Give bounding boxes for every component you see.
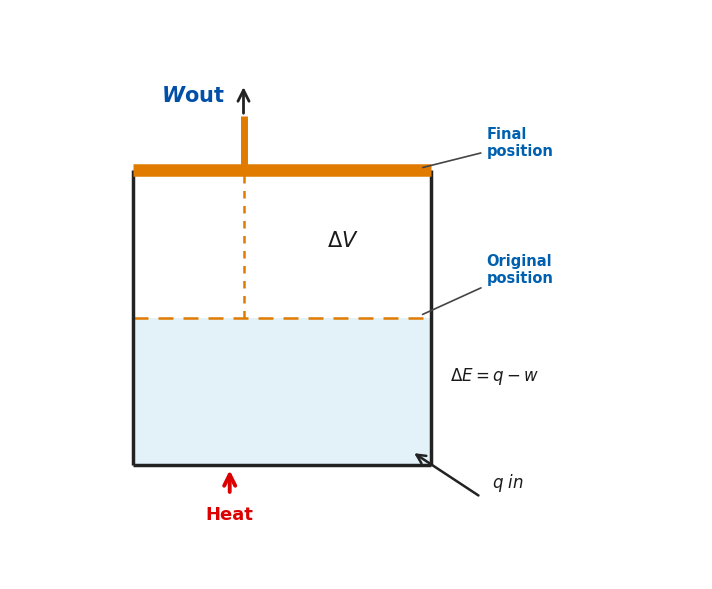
Bar bbox=[133, 318, 431, 465]
Text: Original
position: Original position bbox=[423, 254, 553, 315]
Text: $\Delta E = q - w$: $\Delta E = q - w$ bbox=[451, 366, 539, 388]
Text: Final
position: Final position bbox=[423, 127, 553, 167]
Text: $q$ in: $q$ in bbox=[492, 472, 524, 494]
Text: Heat: Heat bbox=[206, 506, 253, 524]
Text: $\Delta V$: $\Delta V$ bbox=[327, 231, 359, 251]
Text: $\bfit{W}$$\mathbf{out}$: $\bfit{W}$$\mathbf{out}$ bbox=[161, 85, 224, 105]
